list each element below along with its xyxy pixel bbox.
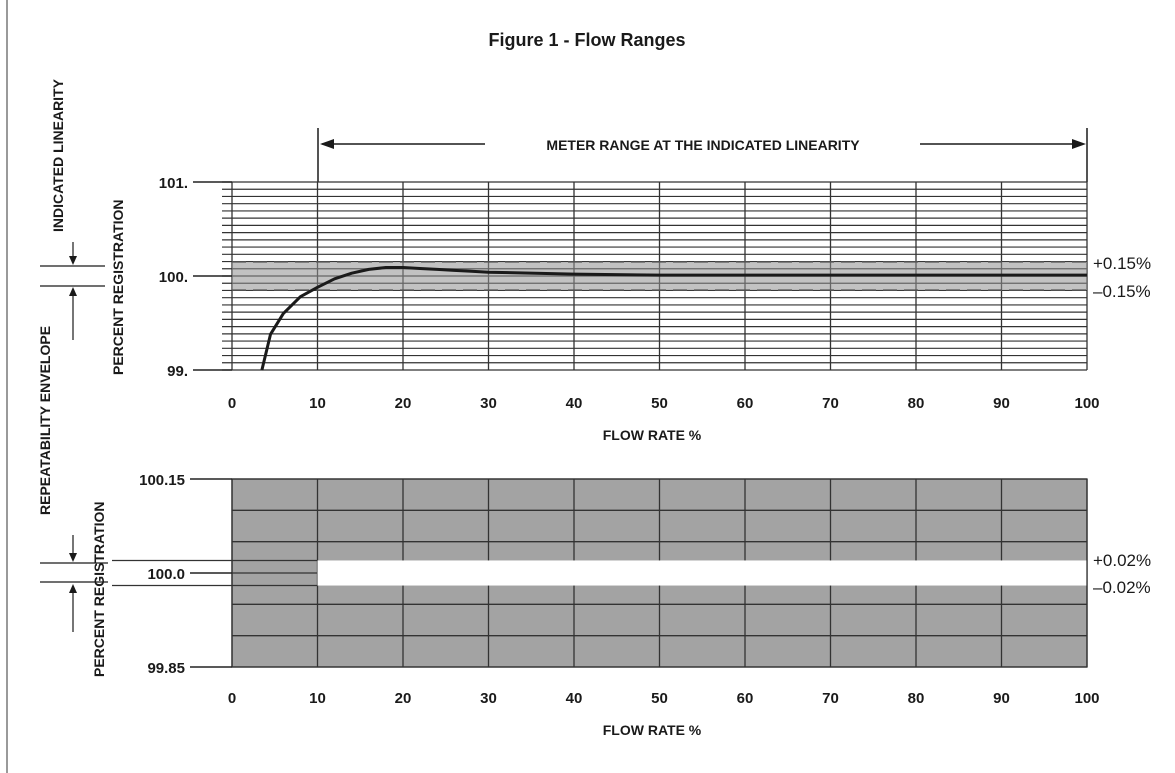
top-y-axis-title: PERCENT REGISTRATION	[110, 199, 126, 375]
figure-title: Figure 1 - Flow Ranges	[488, 30, 685, 50]
top-x-tick-label: 90	[993, 395, 1010, 412]
top-band-upper-label: +0.15%	[1093, 254, 1151, 273]
bottom-x-tick-label: 40	[566, 690, 583, 707]
top-x-tick-label: 80	[908, 395, 925, 412]
bottom-y-tick-label: 99.85	[147, 660, 185, 677]
top-y-tick-label: 101.	[159, 175, 188, 192]
bottom-x-tick-label: 60	[737, 690, 754, 707]
bottom-y-axis-title: PERCENT REGISTRATION	[91, 501, 107, 677]
indicated-linearity-label: INDICATED LINEARITY	[50, 78, 66, 232]
bottom-x-tick-label: 90	[993, 690, 1010, 707]
repeat-arrowhead-down	[69, 553, 77, 562]
bottom-x-tick-label: 70	[822, 690, 839, 707]
repeatability-envelope-label: REPEATABILITY ENVELOPE	[37, 326, 53, 515]
bottom-x-axis-title: FLOW RATE %	[603, 722, 702, 738]
top-x-tick-label: 50	[651, 395, 668, 412]
top-x-tick-label: 70	[822, 395, 839, 412]
top-x-tick-label: 10	[309, 395, 326, 412]
top-x-axis-title: FLOW RATE %	[603, 427, 702, 443]
top-x-tick-label: 30	[480, 395, 497, 412]
bottom-y-tick-label: 100.15	[139, 472, 185, 489]
top-x-tick-label: 40	[566, 395, 583, 412]
bottom-x-tick-label: 20	[395, 690, 412, 707]
linearity-curve	[260, 266, 1087, 371]
bottom-band-upper-label: +0.02%	[1093, 551, 1151, 570]
top-x-tick-label: 20	[395, 395, 412, 412]
range-annotation: METER RANGE AT THE INDICATED LINEARITY	[546, 137, 860, 153]
bottom-y-tick-label: 100.0	[147, 566, 185, 583]
bottom-repeatability-band	[317, 560, 1087, 586]
top-band-lower-label: –0.15%	[1093, 282, 1151, 301]
bottom-x-tick-label: 0	[228, 690, 236, 707]
top-y-tick-label: 99.	[167, 363, 188, 380]
linearity-arrowhead-up	[69, 287, 77, 296]
range-arrowhead-left	[320, 139, 334, 149]
range-arrowhead-right	[1072, 139, 1086, 149]
bottom-x-tick-label: 30	[480, 690, 497, 707]
bottom-band-lower-label: –0.02%	[1093, 578, 1151, 597]
top-y-tick-label: 100.	[159, 269, 188, 286]
linearity-arrowhead-down	[69, 256, 77, 265]
top-x-tick-label: 60	[737, 395, 754, 412]
linearity-chart: METER RANGE AT THE INDICATED LINEARITY 1…	[40, 78, 1151, 443]
repeatability-envelope-text: REPEATABILITY ENVELOPE	[37, 326, 53, 515]
repeat-arrowhead-up	[69, 584, 77, 593]
top-x-tick-label: 100	[1074, 395, 1099, 412]
bottom-x-tick-label: 80	[908, 690, 925, 707]
top-x-tick-label: 0	[228, 395, 236, 412]
bottom-x-tick-label: 50	[651, 690, 668, 707]
bottom-x-tick-label: 100	[1074, 690, 1099, 707]
bottom-x-tick-label: 10	[309, 690, 326, 707]
